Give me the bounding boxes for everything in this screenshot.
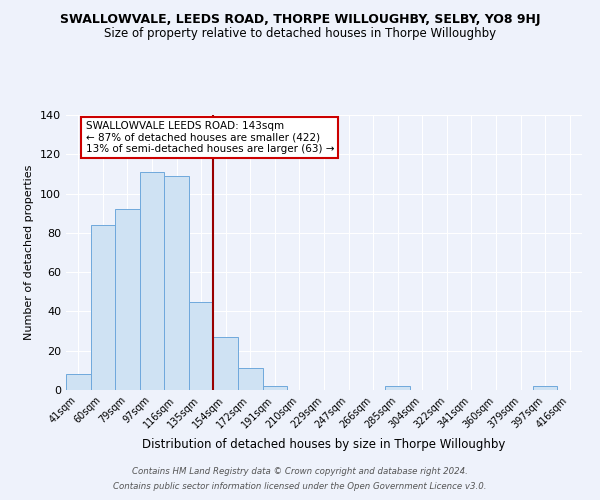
- Bar: [238, 368, 263, 390]
- Text: Contains public sector information licensed under the Open Government Licence v3: Contains public sector information licen…: [113, 482, 487, 491]
- Bar: [214, 337, 238, 390]
- Text: Contains HM Land Registry data © Crown copyright and database right 2024.: Contains HM Land Registry data © Crown c…: [132, 467, 468, 476]
- X-axis label: Distribution of detached houses by size in Thorpe Willoughby: Distribution of detached houses by size …: [142, 438, 506, 451]
- Text: Size of property relative to detached houses in Thorpe Willoughby: Size of property relative to detached ho…: [104, 28, 496, 40]
- Text: SWALLOWVALE LEEDS ROAD: 143sqm
← 87% of detached houses are smaller (422)
13% of: SWALLOWVALE LEEDS ROAD: 143sqm ← 87% of …: [86, 121, 334, 154]
- Bar: [385, 386, 410, 390]
- Bar: [115, 210, 140, 390]
- Bar: [164, 176, 189, 390]
- Bar: [533, 386, 557, 390]
- Bar: [189, 302, 214, 390]
- Bar: [91, 225, 115, 390]
- Bar: [140, 172, 164, 390]
- Y-axis label: Number of detached properties: Number of detached properties: [25, 165, 34, 340]
- Bar: [263, 386, 287, 390]
- Text: SWALLOWVALE, LEEDS ROAD, THORPE WILLOUGHBY, SELBY, YO8 9HJ: SWALLOWVALE, LEEDS ROAD, THORPE WILLOUGH…: [60, 12, 540, 26]
- Bar: [66, 374, 91, 390]
